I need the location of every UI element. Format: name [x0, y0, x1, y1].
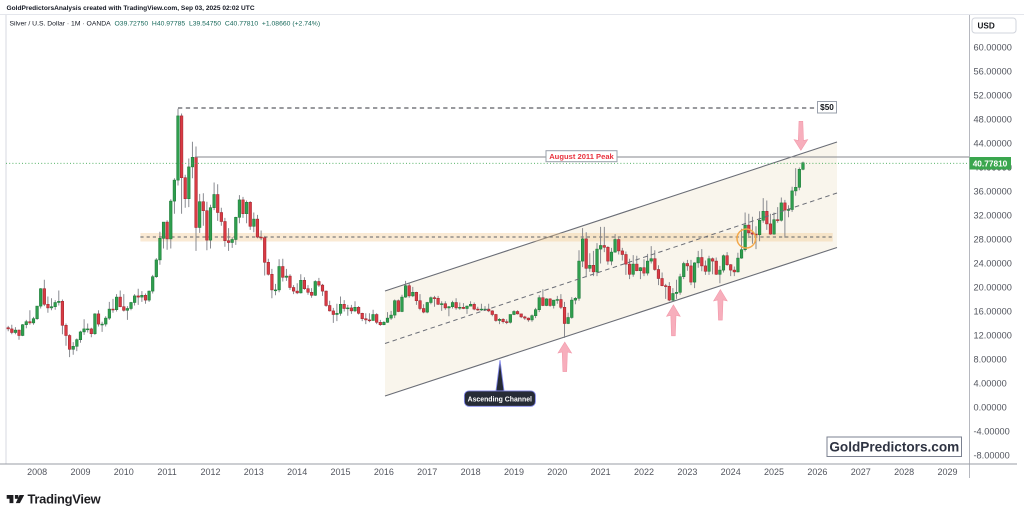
- svg-text:2025: 2025: [764, 467, 784, 477]
- svg-text:$50: $50: [820, 103, 834, 112]
- svg-text:16.00000: 16.00000: [974, 307, 1012, 317]
- svg-text:24.00000: 24.00000: [974, 259, 1012, 269]
- svg-text:2026: 2026: [807, 467, 827, 477]
- svg-text:2013: 2013: [244, 467, 264, 477]
- svg-text:USD: USD: [978, 22, 995, 31]
- svg-text:GoldPredictorsAnalysis created: GoldPredictorsAnalysis created with Trad…: [7, 5, 255, 12]
- svg-text:12.00000: 12.00000: [974, 331, 1012, 341]
- svg-text:2023: 2023: [677, 467, 697, 477]
- svg-text:60.00000: 60.00000: [974, 43, 1012, 53]
- svg-text:GoldPredictors.com: GoldPredictors.com: [829, 439, 959, 454]
- svg-text:2027: 2027: [851, 467, 871, 477]
- svg-text:28.00000: 28.00000: [974, 235, 1012, 245]
- svg-text:2008: 2008: [27, 467, 47, 477]
- svg-text:2024: 2024: [721, 467, 741, 477]
- svg-text:2018: 2018: [461, 467, 481, 477]
- svg-text:2017: 2017: [417, 467, 437, 477]
- svg-text:-8.00000: -8.00000: [974, 451, 1010, 461]
- svg-text:0.00000: 0.00000: [974, 403, 1007, 413]
- svg-text:56.00000: 56.00000: [974, 67, 1012, 77]
- svg-text:2028: 2028: [894, 467, 914, 477]
- svg-text:48.00000: 48.00000: [974, 115, 1012, 125]
- svg-text:August 2011 Peak: August 2011 Peak: [549, 152, 614, 161]
- svg-text:2011: 2011: [157, 467, 176, 477]
- svg-text:32.00000: 32.00000: [974, 211, 1012, 221]
- svg-text:2029: 2029: [937, 467, 957, 477]
- svg-text:2016: 2016: [374, 467, 394, 477]
- svg-text:8.00000: 8.00000: [974, 355, 1007, 365]
- svg-text:36.00000: 36.00000: [974, 187, 1012, 197]
- svg-text:2019: 2019: [504, 467, 524, 477]
- svg-text:Ascending Channel: Ascending Channel: [468, 396, 532, 403]
- svg-text:2022: 2022: [634, 467, 654, 477]
- svg-text:2021: 2021: [591, 467, 611, 477]
- svg-text:2012: 2012: [200, 467, 220, 477]
- svg-text:44.00000: 44.00000: [974, 139, 1012, 149]
- svg-text:4.00000: 4.00000: [974, 379, 1007, 389]
- svg-text:2010: 2010: [114, 467, 134, 477]
- svg-text:2015: 2015: [330, 467, 350, 477]
- svg-text:2014: 2014: [287, 467, 307, 477]
- svg-text:-4.00000: -4.00000: [974, 427, 1010, 437]
- svg-text:2020: 2020: [547, 467, 567, 477]
- svg-text:40.77810: 40.77810: [973, 158, 1008, 168]
- svg-text:2009: 2009: [70, 467, 90, 477]
- svg-text:52.00000: 52.00000: [974, 91, 1012, 101]
- svg-text:Silver / U.S. Dollar · 1M · OA: Silver / U.S. Dollar · 1M · OANDA O39.72…: [10, 20, 321, 27]
- svg-text:TradingView: TradingView: [28, 492, 102, 507]
- svg-text:20.00000: 20.00000: [974, 283, 1012, 293]
